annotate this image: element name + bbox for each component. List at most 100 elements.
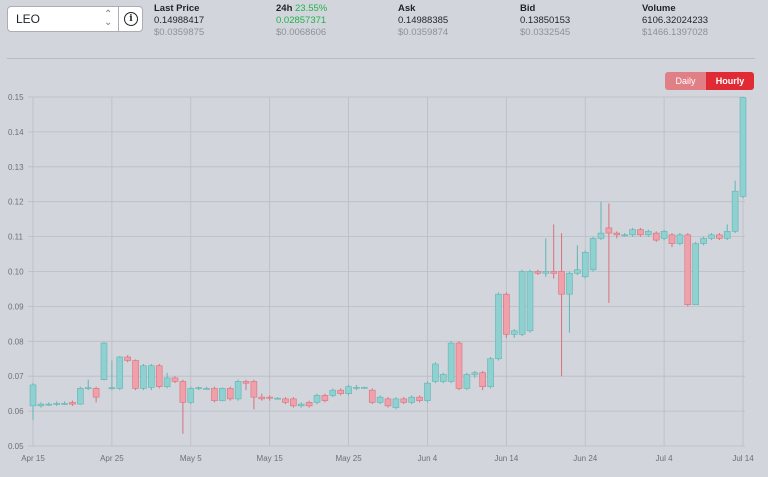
- candle-body: [29, 384, 37, 407]
- candle-body: [739, 97, 747, 197]
- y-tick-label: 0.10: [8, 268, 24, 277]
- x-tick-label: Jul 14: [732, 454, 754, 463]
- candle-body: [140, 365, 147, 389]
- stat-label: Ask: [398, 3, 416, 14]
- x-tick-label: Jun 14: [494, 454, 519, 463]
- candle-body: [124, 356, 131, 361]
- candle-body: [479, 372, 486, 387]
- candle-body: [629, 229, 636, 236]
- candle-body: [660, 231, 668, 239]
- y-tick-label: 0.15: [8, 93, 24, 102]
- candle-body: [424, 382, 431, 401]
- candle-body: [337, 389, 344, 394]
- candle-body: [187, 388, 195, 403]
- candle-body: [116, 356, 124, 389]
- candle-body: [250, 381, 258, 398]
- market-selector-value: LEO: [16, 12, 41, 26]
- candle-body: [708, 234, 715, 239]
- candle-body: [132, 360, 139, 389]
- y-tick-label: 0.12: [8, 198, 24, 207]
- candle-body: [463, 374, 471, 389]
- candle-body: [723, 231, 731, 239]
- candle-body: [731, 190, 739, 232]
- candle-body: [155, 365, 163, 387]
- candle-body: [77, 388, 84, 405]
- candle-body: [45, 403, 53, 406]
- header-divider: [7, 58, 755, 59]
- candle-body: [171, 377, 179, 382]
- candle-body: [471, 372, 479, 375]
- candle-body: [211, 388, 218, 401]
- candle-body: [329, 389, 337, 396]
- stat-value: 6106.32024233: [642, 15, 709, 26]
- candle-body: [503, 293, 510, 335]
- candle-body: [518, 271, 526, 335]
- interval-toggle: Daily Hourly: [665, 72, 754, 90]
- candle-body: [668, 234, 676, 244]
- candle-body: [353, 387, 360, 389]
- x-tick-label: May 25: [335, 454, 362, 463]
- candle-body: [558, 271, 565, 295]
- stat-usd-value: $0.0332545: [520, 27, 571, 38]
- stat-value: 0.13850153: [520, 15, 571, 26]
- candle-body: [605, 227, 613, 234]
- candle-body: [290, 398, 297, 407]
- stat-label: Bid: [520, 3, 536, 14]
- y-tick-label: 0.07: [8, 372, 24, 381]
- stat-label: 24h: [276, 3, 293, 14]
- stat-value: 0.14988417: [154, 15, 205, 26]
- candle-body: [53, 403, 60, 405]
- candle-body: [84, 387, 92, 390]
- x-tick-label: Apr 15: [21, 454, 45, 463]
- candle-body: [566, 272, 573, 295]
- candle-body: [510, 330, 518, 335]
- x-tick-label: Jun 24: [573, 454, 598, 463]
- candle-body: [645, 231, 652, 236]
- x-tick-label: Jul 4: [656, 454, 673, 463]
- x-tick-label: Jun 4: [418, 454, 438, 463]
- hourly-button[interactable]: Hourly: [706, 72, 754, 90]
- stat-value: 0.14988385: [398, 15, 449, 26]
- info-icon[interactable]: i: [124, 12, 138, 26]
- candle-body: [226, 388, 234, 400]
- candle-body: [234, 381, 242, 400]
- candle-body: [408, 396, 415, 403]
- chevron-updown-icon[interactable]: ⌃ ⌄: [104, 9, 113, 28]
- x-tick-label: May 5: [180, 454, 202, 463]
- selector-divider: [118, 7, 119, 31]
- candle-body: [313, 395, 321, 403]
- candle-body: [108, 387, 116, 390]
- candle-body: [416, 396, 423, 401]
- candle-body: [345, 386, 352, 394]
- stat-usd-value: $0.0359875: [154, 27, 205, 38]
- candle-body: [258, 396, 266, 400]
- y-tick-label: 0.09: [8, 302, 24, 311]
- candle-body: [534, 271, 542, 274]
- candle-body: [526, 271, 534, 332]
- y-tick-label: 0.11: [8, 233, 24, 242]
- candle-body: [550, 271, 557, 274]
- candlestick-chart: 0.15 0.14 0.13 0.12 0.11 0.10 0.09 0.08 0.07 0.06…: [8, 93, 754, 463]
- y-tick-label: 0.08: [8, 337, 24, 346]
- stat-label: Last Price: [154, 3, 200, 14]
- candle-body: [61, 403, 68, 405]
- candle-body: [266, 396, 273, 399]
- candle-body: [321, 395, 329, 401]
- market-selector[interactable]: LEO ⌃ ⌄ i: [7, 6, 143, 32]
- candle-body: [589, 238, 597, 271]
- daily-button[interactable]: Daily: [665, 72, 706, 90]
- candle-body: [392, 398, 400, 408]
- candle-body: [297, 403, 305, 407]
- stat-usd-value: $0.0068606: [276, 27, 327, 38]
- candle-body: [274, 397, 281, 400]
- candle-body: [495, 293, 502, 360]
- candle-body: [384, 398, 392, 407]
- candle-body: [542, 271, 550, 274]
- stat-volume: Volume 6106.32024233 $1466.1397028: [642, 3, 708, 39]
- candle-body: [37, 403, 45, 407]
- candle-body: [455, 342, 463, 389]
- candle-body: [376, 396, 384, 403]
- stat-last-price: Last Price 0.14988417 $0.0359875: [154, 3, 204, 39]
- candle-body: [700, 238, 707, 244]
- y-tick-label: 0.13: [8, 163, 24, 172]
